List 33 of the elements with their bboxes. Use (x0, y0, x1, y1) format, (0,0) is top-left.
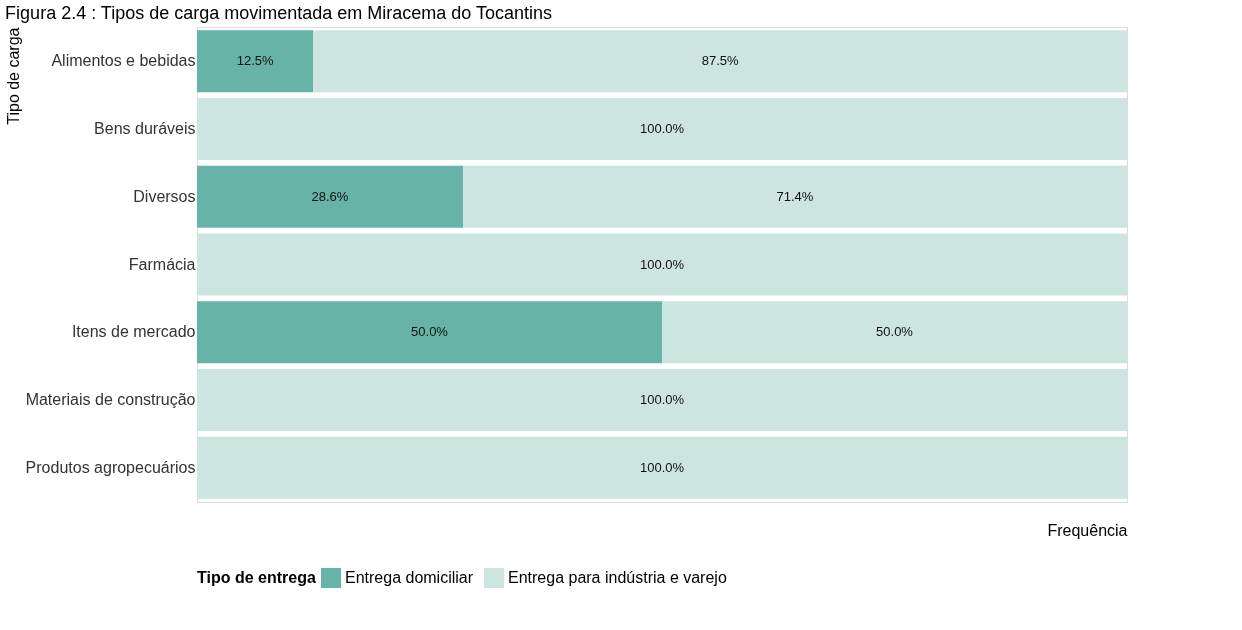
bar (462, 165, 1127, 228)
y-tick-label: Bens duráveis (94, 119, 196, 137)
x-axis-title: Frequência (1047, 521, 1128, 539)
bar (197, 436, 1127, 499)
data-label: 100.0% (639, 459, 685, 475)
bar (197, 369, 1127, 432)
y-tick-label: Materiais de construção (25, 391, 196, 409)
bar (662, 301, 1127, 364)
y-tick-label: Diversos (133, 187, 196, 205)
legend-title: Tipo de entrega (197, 569, 316, 586)
data-label: 71.4% (776, 188, 814, 204)
bar (313, 30, 1127, 93)
y-tick-label: Itens de mercado (71, 323, 196, 341)
data-label: 100.0% (639, 392, 685, 408)
data-label: 28.6% (311, 188, 349, 204)
legend-label: Entrega para indústria e varejo (508, 569, 727, 586)
bar (197, 30, 314, 93)
legend-label: Entrega domiciliar (345, 569, 474, 586)
y-axis-title: Tipo de carga (4, 27, 22, 125)
data-label: 50.0% (411, 324, 449, 340)
y-tick-label: Alimentos e bebidas (51, 52, 196, 70)
chart-title: Figura 2.4 : Tipos de carga movimentada em Miracema do Tocantins (5, 3, 553, 23)
data-label: 100.0% (639, 120, 685, 136)
bar (197, 233, 1127, 296)
bar (197, 301, 662, 364)
data-label: 100.0% (639, 256, 685, 272)
bar (197, 165, 463, 228)
y-tick-label: Produtos agropecuários (25, 458, 196, 476)
data-label: 87.5% (701, 53, 739, 69)
data-label: 50.0% (876, 324, 914, 340)
y-tick-label: Farmácia (128, 255, 196, 273)
data-label: 12.5% (236, 53, 274, 69)
bar (197, 97, 1127, 160)
